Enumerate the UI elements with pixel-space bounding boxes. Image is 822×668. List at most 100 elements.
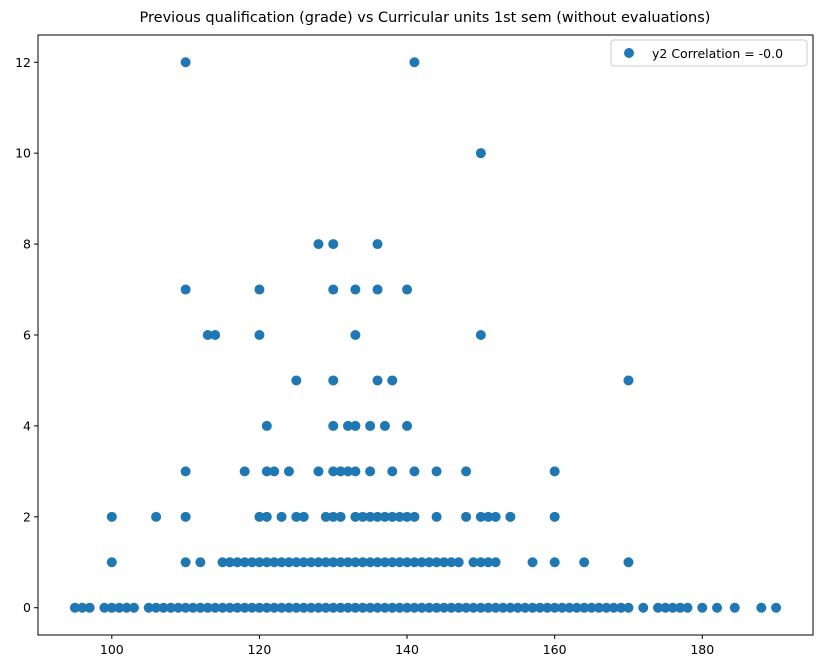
data-point (402, 511, 413, 522)
data-point (180, 557, 191, 568)
plot-area (37, 34, 814, 636)
data-point (69, 602, 80, 613)
data-point (217, 602, 228, 613)
data-point (217, 557, 228, 568)
data-point (571, 602, 582, 613)
data-point (387, 466, 398, 477)
legend-entry: y2 Correlation = -0.0 (652, 46, 783, 61)
data-point (527, 602, 538, 613)
data-point (328, 239, 339, 250)
data-point (350, 284, 361, 295)
data-point (490, 602, 501, 613)
data-point (224, 557, 235, 568)
data-point (195, 557, 206, 568)
data-point (379, 557, 390, 568)
data-point (239, 602, 250, 613)
data-point (438, 557, 449, 568)
data-point (276, 602, 287, 613)
data-point (106, 557, 117, 568)
data-point (180, 284, 191, 295)
data-point (276, 511, 287, 522)
data-point (490, 557, 501, 568)
data-point (431, 557, 442, 568)
data-point (660, 602, 671, 613)
data-point (343, 557, 353, 568)
data-point (77, 602, 88, 613)
data-point (697, 602, 708, 613)
data-point (276, 557, 287, 568)
data-point (394, 511, 405, 522)
data-point (616, 602, 627, 613)
data-point (291, 511, 302, 522)
data-point (372, 239, 383, 250)
data-point (328, 420, 339, 431)
data-point (298, 511, 309, 522)
data-point (409, 602, 420, 613)
data-point (283, 602, 294, 613)
data-point (623, 602, 634, 613)
data-point (180, 602, 191, 613)
data-point (601, 602, 612, 613)
data-point (350, 511, 361, 522)
data-point (483, 511, 494, 522)
data-point (239, 557, 250, 568)
data-point (188, 602, 198, 613)
data-point (143, 602, 154, 613)
data-point (527, 557, 538, 568)
data-point (475, 602, 486, 613)
data-point (675, 602, 686, 613)
data-point (771, 602, 782, 613)
y-tick-label: 8 (23, 237, 31, 252)
data-point (372, 284, 383, 295)
data-point (638, 602, 649, 613)
data-point (712, 602, 723, 613)
data-point (394, 557, 405, 568)
data-point (505, 602, 516, 613)
data-point (402, 602, 413, 613)
data-point (372, 375, 383, 386)
x-tick-label: 100 (100, 642, 124, 657)
data-point (387, 375, 398, 386)
data-point (269, 602, 280, 613)
data-point (128, 602, 139, 613)
data-point (269, 557, 280, 568)
data-point (350, 602, 361, 613)
legend: y2 Correlation = -0.0 (610, 39, 808, 67)
data-point (623, 375, 634, 386)
data-point (512, 602, 523, 613)
data-point (468, 557, 479, 568)
data-point (114, 602, 125, 613)
data-point (298, 557, 309, 568)
x-tick-label: 140 (395, 642, 419, 657)
data-point (210, 602, 221, 613)
data-point (416, 602, 427, 613)
data-point (379, 511, 390, 522)
data-point (549, 602, 560, 613)
data-point (254, 557, 265, 568)
data-point (350, 466, 361, 477)
data-point (106, 602, 117, 613)
data-point (173, 602, 184, 613)
data-point (534, 602, 545, 613)
data-point (623, 557, 634, 568)
x-tick-label: 120 (247, 642, 271, 657)
data-point (520, 602, 531, 613)
data-point (549, 511, 560, 522)
data-point (224, 602, 235, 613)
data-point (335, 466, 346, 477)
data-point (151, 511, 162, 522)
data-point (402, 557, 413, 568)
data-point (328, 602, 339, 613)
data-point (424, 557, 435, 568)
data-point (483, 602, 494, 613)
data-point (254, 602, 265, 613)
data-point (343, 602, 353, 613)
data-point (313, 557, 324, 568)
data-point (682, 602, 693, 613)
data-point (84, 602, 95, 613)
data-point (461, 511, 472, 522)
data-point (232, 557, 243, 568)
data-point (320, 557, 331, 568)
data-point (387, 602, 398, 613)
data-point (593, 602, 604, 613)
